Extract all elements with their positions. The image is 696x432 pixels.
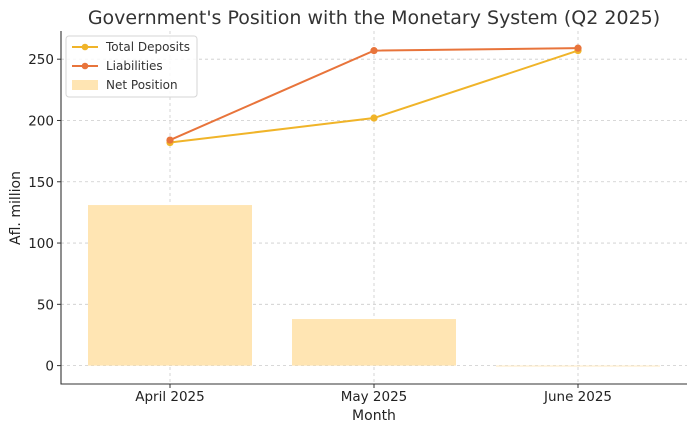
y-tick-label: 100 (28, 236, 54, 252)
legend-label: Net Position (106, 78, 178, 92)
legend-swatch-marker (81, 62, 89, 70)
bars (88, 205, 660, 367)
legend-swatch-marker (81, 43, 89, 51)
legend-label: Total Deposits (105, 40, 190, 54)
legend-label: Liabilities (106, 59, 163, 73)
axis-spines (60, 31, 687, 385)
y-tick-label: 50 (37, 297, 54, 313)
y-tick-label: 150 (28, 175, 54, 191)
series-2-point (574, 44, 582, 52)
legend-box (65, 35, 198, 98)
series-2-point (166, 136, 174, 144)
y-tick-label: 0 (45, 359, 54, 375)
x-axis-label: Month (352, 408, 396, 424)
series-2-point (370, 47, 378, 55)
lines (166, 44, 582, 147)
series-1-point (370, 114, 378, 122)
legend-swatch-bar (72, 80, 98, 90)
axes: 0 50 100 150 200 250 April 2025 May 2025 June 20… (28, 31, 687, 405)
chart-title: Government's Position with the Monetary … (88, 7, 660, 29)
x-tick-label: April 2025 (135, 389, 205, 405)
bar-2 (292, 319, 456, 366)
y-axis-label: Afl. million (8, 171, 24, 245)
x-tick-label: June 2025 (543, 389, 612, 405)
legend: Total Deposits Liabilities Net Position (65, 35, 198, 98)
bar-1 (88, 205, 252, 366)
bar-3 (496, 365, 660, 367)
y-tick-label: 250 (28, 52, 54, 68)
x-tick-label: May 2025 (341, 389, 408, 405)
y-tick-label: 200 (28, 113, 54, 129)
